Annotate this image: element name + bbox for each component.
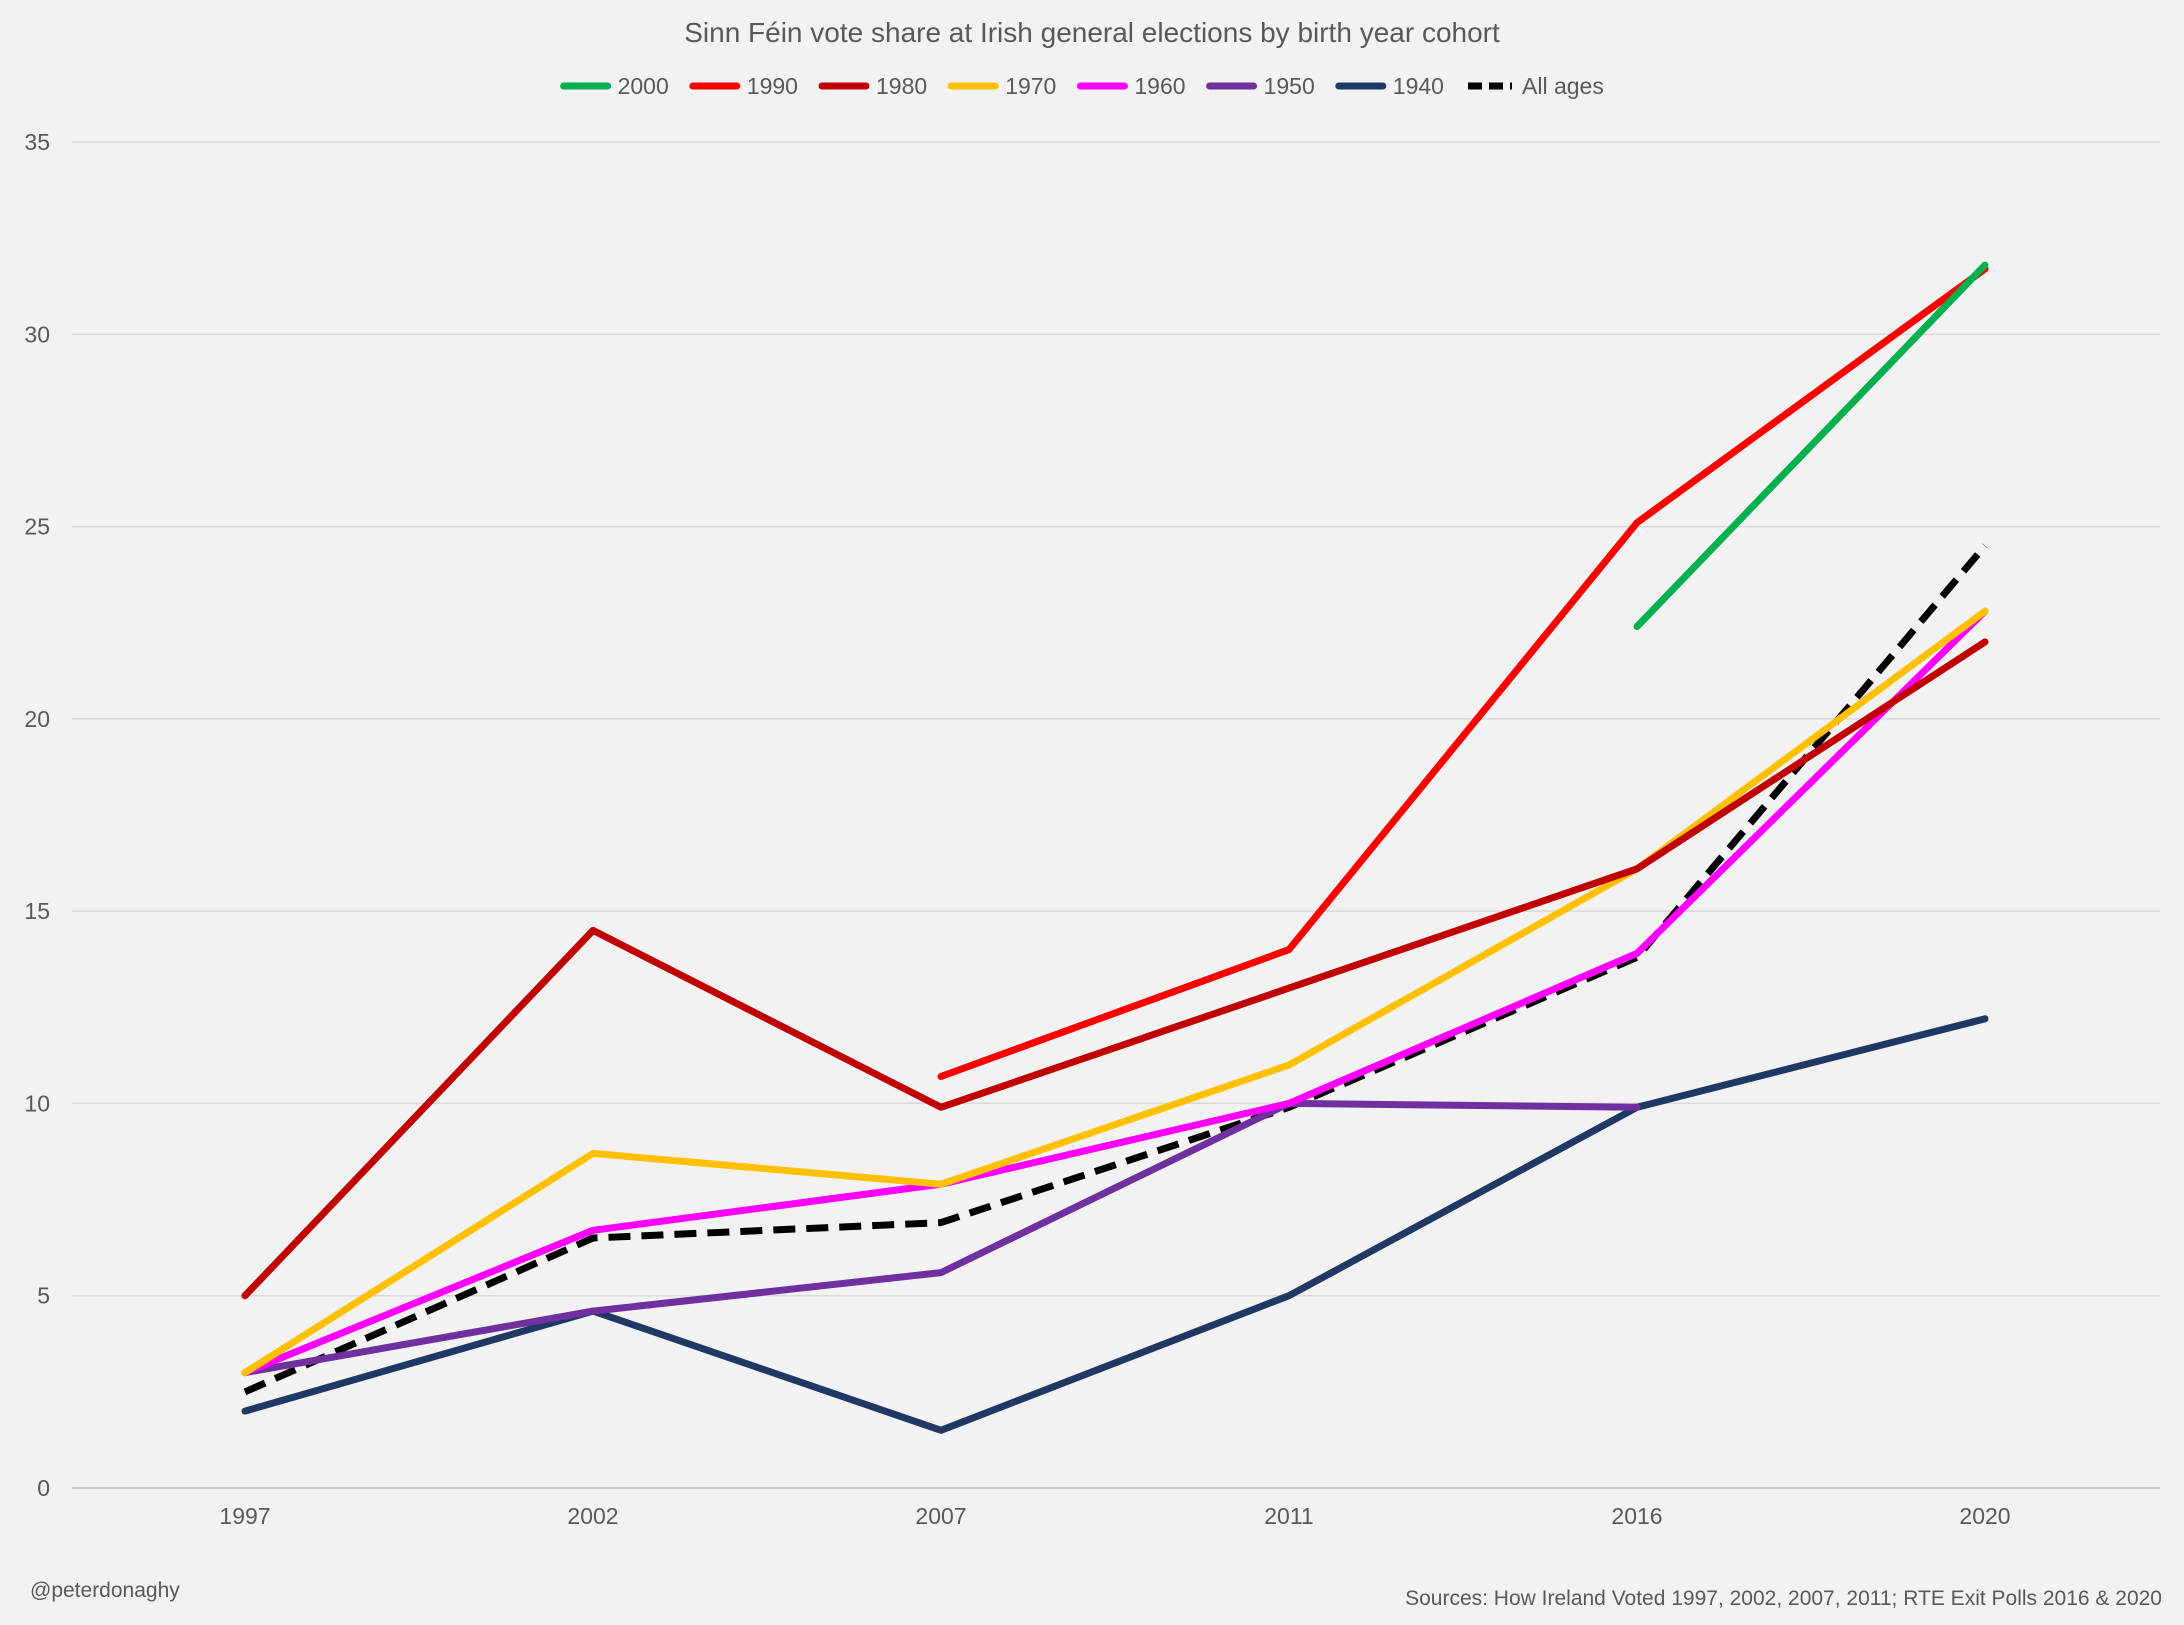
legend-label: 1940	[1393, 73, 1444, 99]
series-line-2000	[1633, 261, 1989, 631]
legend-label: 1960	[1134, 73, 1185, 99]
series-line-1990	[937, 265, 1989, 1080]
legend-item-all-ages: All ages	[1468, 73, 1604, 99]
legend-label: 1980	[876, 73, 927, 99]
x-tick-label: 2016	[1611, 1503, 1662, 1529]
x-tick-label: 2002	[567, 1503, 618, 1529]
legend-item-2000: 2000	[560, 73, 669, 99]
legend-item-1950: 1950	[1206, 73, 1315, 99]
y-tick-label: 15	[24, 898, 50, 924]
x-axis: 1997 2002 2007 2011 2016 2020	[219, 1503, 2010, 1529]
gridlines	[72, 141, 2160, 1489]
legend-label: 1970	[1005, 73, 1056, 99]
y-tick-label: 0	[37, 1475, 50, 1501]
legend-item-1980: 1980	[818, 73, 927, 99]
y-axis: 0 5 10 15 20 25 30 35	[24, 129, 50, 1501]
y-tick-label: 25	[24, 514, 50, 540]
series-line-all-ages	[243, 543, 1988, 1396]
x-tick-label: 2007	[915, 1503, 966, 1529]
y-tick-label: 10	[24, 1090, 50, 1116]
credit-text: @peterdonaghy	[30, 1579, 180, 1602]
y-tick-label: 5	[37, 1283, 50, 1309]
source-text: Sources: How Ireland Voted 1997, 2002, 2…	[1405, 1587, 2162, 1610]
legend: 2000 1990 1980 1970 1960 1950 1940 All ages	[560, 73, 1604, 99]
series-line-1940	[241, 1015, 1989, 1434]
legend-item-1940: 1940	[1335, 73, 1444, 99]
legend-item-1960: 1960	[1076, 73, 1186, 99]
x-tick-label: 2020	[1959, 1503, 2010, 1529]
series-line-1970	[241, 607, 1989, 1377]
series-line-1950	[241, 1099, 1641, 1377]
x-tick-label: 2011	[1264, 1503, 1313, 1529]
legend-label: All ages	[1522, 73, 1604, 99]
y-tick-label: 35	[24, 129, 50, 155]
legend-label: 1950	[1264, 73, 1315, 99]
legend-item-1990: 1990	[689, 73, 798, 99]
y-tick-label: 30	[24, 321, 50, 347]
legend-label: 2000	[618, 73, 669, 99]
legend-item-1970: 1970	[947, 73, 1056, 99]
legend-label: 1990	[747, 73, 798, 99]
series-line-1960	[241, 607, 1989, 1377]
y-tick-label: 20	[24, 706, 50, 732]
x-tick-label: 1997	[219, 1503, 270, 1529]
series-line-1980	[241, 638, 1989, 1300]
plot-lines	[241, 261, 1989, 1434]
chart-title: Sinn Féin vote share at Irish general el…	[684, 17, 1500, 48]
